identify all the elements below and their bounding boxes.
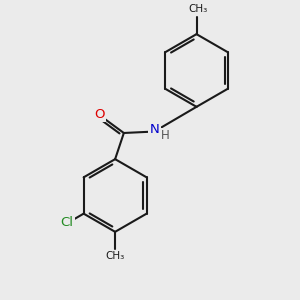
Text: H: H bbox=[161, 129, 170, 142]
Text: CH₃: CH₃ bbox=[106, 251, 125, 261]
Text: N: N bbox=[149, 123, 159, 136]
Text: Cl: Cl bbox=[61, 216, 74, 229]
Text: O: O bbox=[94, 108, 105, 121]
Text: CH₃: CH₃ bbox=[188, 4, 208, 14]
